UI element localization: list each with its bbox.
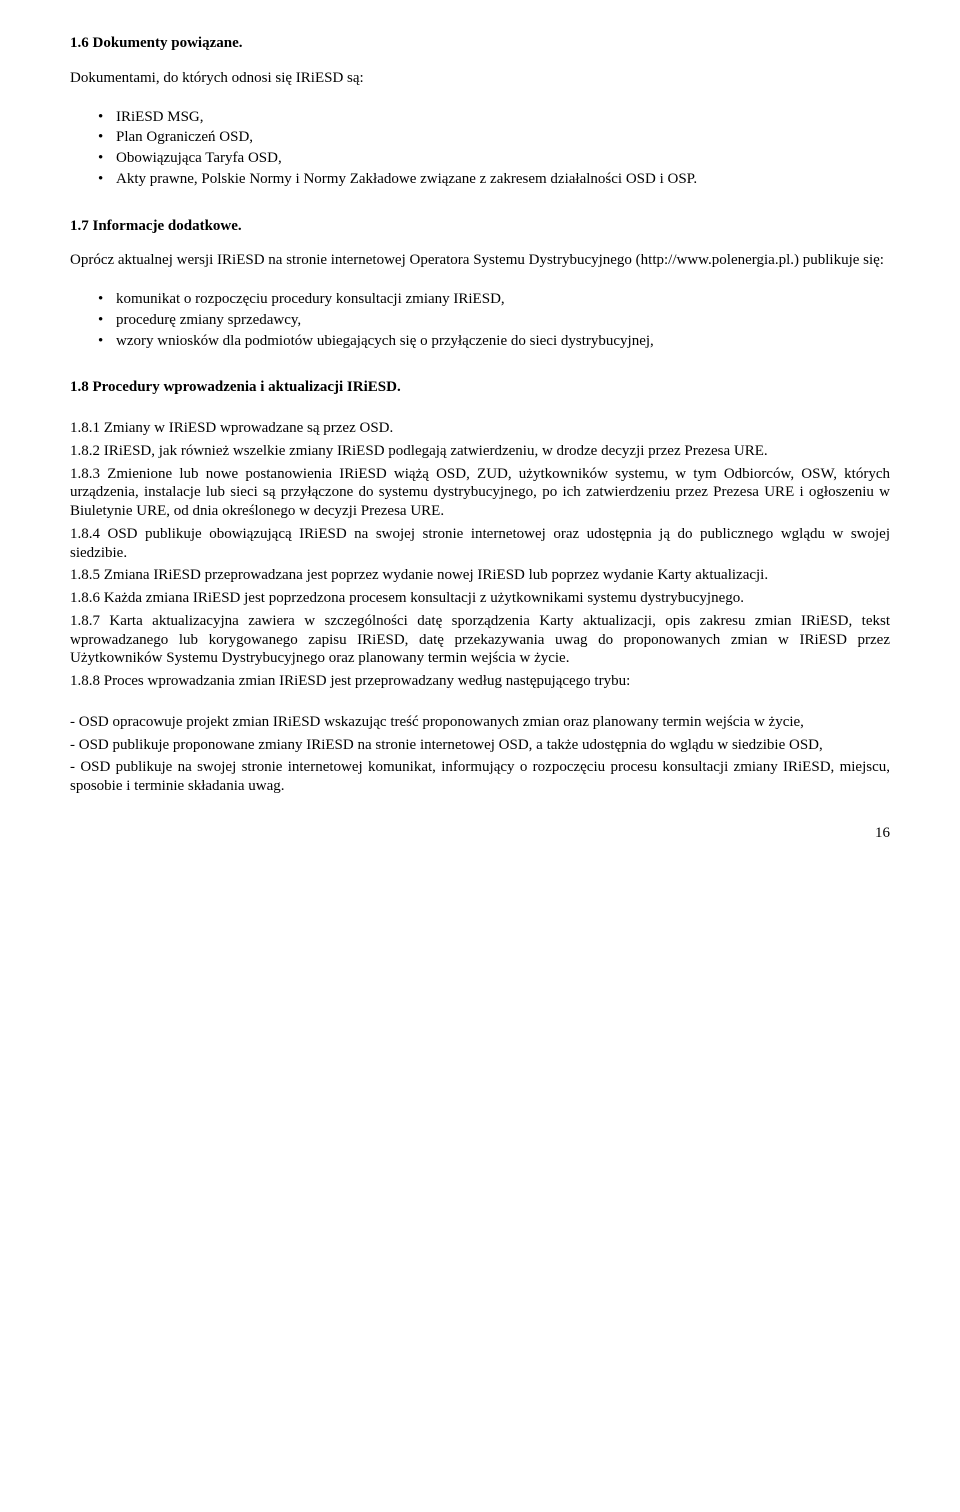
list-item: wzory wniosków dla podmiotów ubiegającyc… — [116, 332, 890, 351]
page-number: 16 — [70, 824, 890, 843]
list-item: komunikat o rozpoczęciu procedury konsul… — [116, 290, 890, 309]
para-1-8-7: 1.8.7 Karta aktualizacyjna zawiera w szc… — [70, 612, 890, 668]
para-1-8-6: 1.8.6 Każda zmiana IRiESD jest poprzedzo… — [70, 589, 890, 608]
list-item: Obowiązująca Taryfa OSD, — [116, 149, 890, 168]
list-item: IRiESD MSG, — [116, 108, 890, 127]
dash-item: - OSD publikuje proponowane zmiany IRiES… — [70, 736, 890, 755]
para-1-8-8: 1.8.8 Proces wprowadzania zmian IRiESD j… — [70, 672, 890, 691]
lead-1-6: Dokumentami, do których odnosi się IRiES… — [70, 69, 890, 88]
list-item: Akty prawne, Polskie Normy i Normy Zakła… — [116, 170, 890, 189]
lead-1-7: Oprócz aktualnej wersji IRiESD na stroni… — [70, 251, 890, 270]
para-1-8-3: 1.8.3 Zmienione lub nowe postanowienia I… — [70, 465, 890, 521]
list-item: Plan Ograniczeń OSD, — [116, 128, 890, 147]
list-item: procedurę zmiany sprzedawcy, — [116, 311, 890, 330]
para-1-8-1: 1.8.1 Zmiany w IRiESD wprowadzane są prz… — [70, 419, 890, 438]
list-1-7: komunikat o rozpoczęciu procedury konsul… — [70, 290, 890, 350]
dash-item: - OSD publikuje na swojej stronie intern… — [70, 758, 890, 796]
para-1-8-5: 1.8.5 Zmiana IRiESD przeprowadzana jest … — [70, 566, 890, 585]
para-1-8-2: 1.8.2 IRiESD, jak również wszelkie zmian… — [70, 442, 890, 461]
list-1-6: IRiESD MSG, Plan Ograniczeń OSD, Obowiąz… — [70, 108, 890, 189]
heading-1-6: 1.6 Dokumenty powiązane. — [70, 34, 890, 53]
para-1-8-4: 1.8.4 OSD publikuje obowiązującą IRiESD … — [70, 525, 890, 563]
dash-item: - OSD opracowuje projekt zmian IRiESD ws… — [70, 713, 890, 732]
heading-1-8: 1.8 Procedury wprowadzenia i aktualizacj… — [70, 378, 890, 397]
heading-1-7: 1.7 Informacje dodatkowe. — [70, 217, 890, 236]
